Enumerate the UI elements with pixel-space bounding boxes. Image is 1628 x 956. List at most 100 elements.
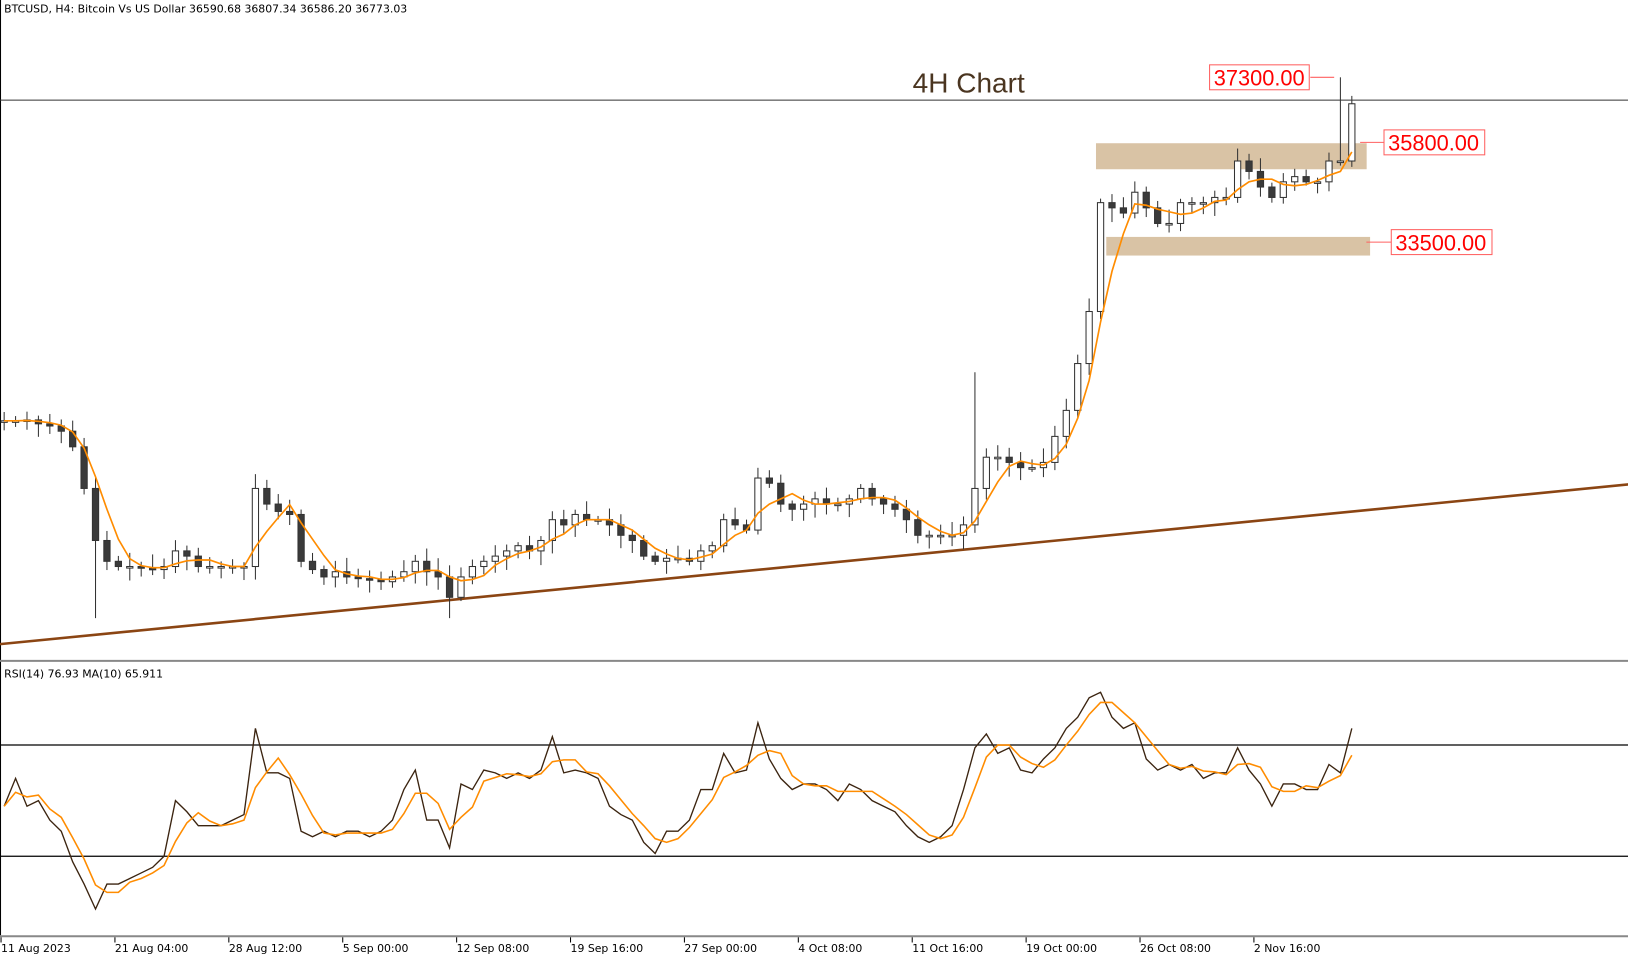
- candle: [1291, 168, 1299, 191]
- candle: [628, 529, 636, 553]
- price-level-text: 37300.00: [1214, 66, 1305, 91]
- candle: [1142, 186, 1150, 218]
- price-level-label: 33500.00: [1366, 229, 1493, 255]
- candle: [183, 545, 191, 571]
- candle: [1096, 198, 1105, 319]
- candle: [1131, 181, 1139, 219]
- x-tick-label: 27 Sep 00:00: [684, 942, 757, 955]
- candle: [480, 555, 488, 575]
- rsi-line: [3, 691, 1353, 911]
- candle: [1188, 197, 1196, 214]
- candle: [971, 372, 979, 533]
- candle: [1108, 194, 1116, 223]
- candle: [754, 467, 762, 535]
- candle: [937, 524, 945, 545]
- candle: [1016, 452, 1025, 481]
- x-tick-label: 19 Sep 16:00: [571, 942, 644, 955]
- moving-average-line: [4, 151, 1353, 582]
- candle: [788, 500, 796, 521]
- candle: [1336, 77, 1345, 166]
- price-level-text: 33500.00: [1395, 230, 1486, 255]
- candle: [91, 477, 100, 619]
- candle: [491, 545, 499, 573]
- candle: [994, 445, 1002, 471]
- candle: [308, 552, 317, 574]
- x-tick-label: 26 Oct 08:00: [1140, 942, 1211, 955]
- candle: [1085, 298, 1093, 375]
- candle: [1211, 190, 1219, 216]
- candle: [411, 554, 419, 584]
- candle: [320, 565, 328, 585]
- candle: [765, 470, 773, 488]
- candle: [423, 548, 431, 586]
- price-level-label: 35800.00: [1360, 129, 1486, 156]
- x-tick-label: 21 Aug 04:00: [115, 942, 188, 955]
- x-tick-label: 28 Aug 12:00: [229, 942, 302, 955]
- support-resistance-zone: [1106, 236, 1371, 256]
- rsi-info: RSI(14) 76.93 MA(10) 65.911: [4, 668, 163, 681]
- candle: [137, 561, 145, 577]
- candle: [1062, 398, 1070, 449]
- candle: [503, 544, 511, 570]
- x-tick-label: 11 Oct 16:00: [912, 942, 983, 955]
- candle: [868, 482, 876, 506]
- x-tick-label: 2 Nov 16:00: [1254, 942, 1321, 955]
- candle: [457, 567, 465, 602]
- candle: [560, 509, 568, 534]
- symbol-info: BTCUSD, H4: Bitcoin Vs US Dollar 36590.6…: [4, 2, 407, 15]
- candle: [1028, 459, 1036, 472]
- candle: [1268, 182, 1276, 203]
- candle: [1005, 447, 1013, 477]
- support-resistance-zone: [1095, 143, 1367, 170]
- candle: [103, 530, 111, 571]
- candle: [46, 413, 54, 434]
- candle: [548, 511, 556, 554]
- candle: [1199, 196, 1207, 215]
- candle: [1165, 209, 1173, 233]
- candle: [1325, 152, 1333, 192]
- time-axis: 11 Aug 2023 21 Aug 04:00 28 Aug 12:00 5 Sep…: [0, 937, 1321, 955]
- candle: [331, 560, 339, 588]
- candle: [834, 497, 842, 512]
- x-tick-label: 4 Oct 08:00: [798, 942, 862, 955]
- candle: [171, 540, 180, 574]
- candle: [1154, 200, 1162, 228]
- candle: [114, 555, 122, 571]
- candle: [514, 542, 522, 559]
- level-labels: 37300.00 35800.00 33500.00: [1209, 64, 1493, 255]
- x-tick-label: 11 Aug 2023: [1, 942, 71, 955]
- candle: [251, 474, 260, 580]
- candle: [1233, 148, 1242, 203]
- zones: [1095, 143, 1371, 256]
- candle: [274, 494, 282, 520]
- candle: [354, 568, 362, 588]
- candle: [708, 541, 716, 559]
- price-level-text: 35800.00: [1388, 131, 1479, 156]
- candle: [1348, 95, 1356, 167]
- candle: [365, 570, 374, 593]
- trendline-group: [0, 483, 1628, 646]
- candle: [902, 499, 911, 533]
- candle: [1279, 173, 1287, 204]
- x-tick-label: 19 Oct 00:00: [1026, 942, 1097, 955]
- candle: [434, 558, 442, 590]
- candle: [982, 448, 990, 500]
- candle: [297, 509, 305, 568]
- candle: [914, 510, 922, 544]
- trendline: [0, 483, 1628, 646]
- candle: [263, 479, 271, 511]
- price-level-label: 37300.00: [1209, 64, 1335, 91]
- candle: [1051, 425, 1059, 471]
- candle: [1245, 153, 1253, 180]
- candle: [651, 551, 659, 566]
- rsi-ma-line: [3, 701, 1353, 894]
- x-tick-label: 12 Sep 08:00: [457, 942, 530, 955]
- candle: [1119, 197, 1128, 219]
- candle: [1302, 169, 1310, 186]
- candle: [731, 507, 739, 530]
- x-tick-label: 5 Sep 00:00: [343, 942, 409, 955]
- candle: [777, 474, 785, 513]
- rsi-pane: [0, 691, 1628, 911]
- candle: [1074, 354, 1082, 419]
